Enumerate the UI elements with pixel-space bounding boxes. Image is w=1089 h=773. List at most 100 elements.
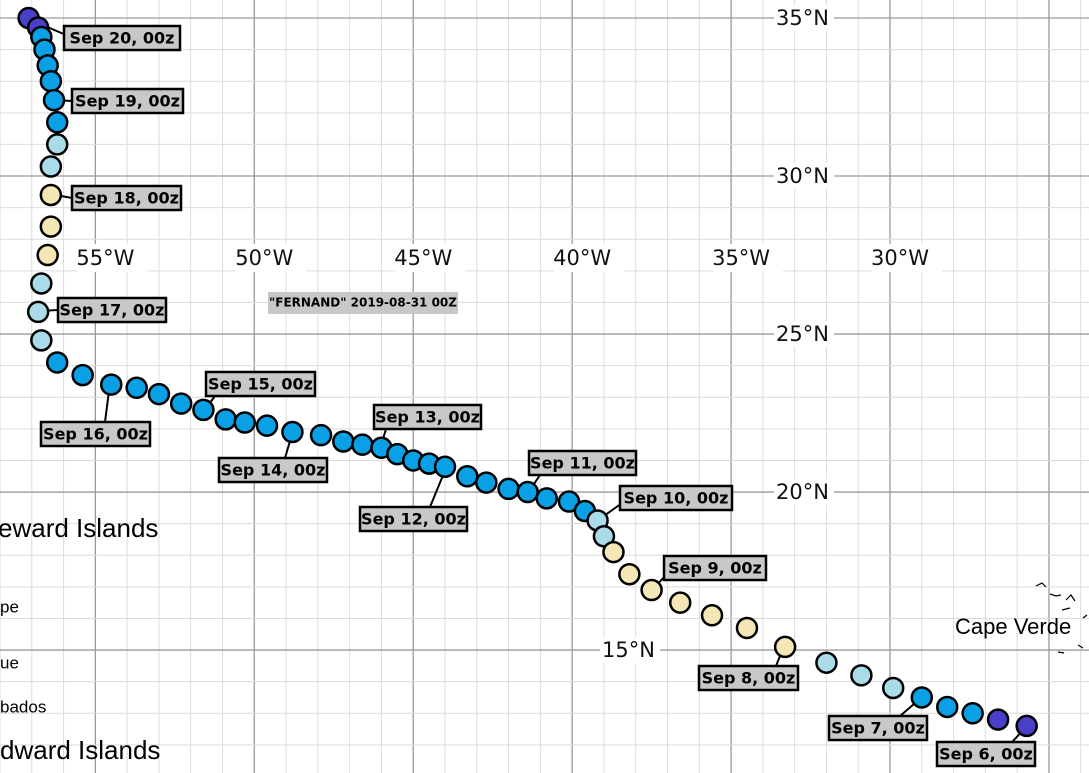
date-label: Sep 11, 00z xyxy=(530,454,635,473)
track-point xyxy=(618,562,641,586)
label-box xyxy=(62,24,182,52)
date-label: Sep 14, 00z xyxy=(221,461,326,480)
track-point xyxy=(45,111,69,134)
leaders xyxy=(38,25,1029,743)
islands xyxy=(1035,582,1088,654)
track xyxy=(17,6,1038,738)
track-point xyxy=(255,414,279,437)
track-point xyxy=(935,695,959,719)
x-tick-label: 55°W xyxy=(76,246,134,270)
place-name: bados xyxy=(0,697,46,716)
tick-labels: 55°W 50°W 45°W 40°W 35°W 30°W 35°N 30°N 25°N 20°N… xyxy=(76,5,943,664)
track-point xyxy=(42,88,66,112)
label-box xyxy=(372,403,483,431)
date-label: Sep 18, 00z xyxy=(74,189,179,208)
track-point xyxy=(700,604,724,627)
place-name: pe xyxy=(0,597,19,616)
track-point xyxy=(45,351,69,374)
track-point xyxy=(147,382,171,406)
track-point xyxy=(815,651,838,674)
date-label: Sep 10, 00z xyxy=(624,489,729,508)
track-point xyxy=(45,133,69,156)
date-label: Sep 19, 00z xyxy=(75,92,180,111)
tick-bg xyxy=(600,637,660,664)
track-point xyxy=(433,455,457,479)
track-point xyxy=(39,69,63,93)
track-point xyxy=(881,676,905,700)
track-point xyxy=(233,411,257,434)
label-box xyxy=(204,370,317,398)
track-point xyxy=(100,373,123,396)
place-name: Cape Verde xyxy=(955,614,1071,639)
y-tick-label: 25°N xyxy=(776,322,829,346)
title: "FERNAND" 2019-08-31 00Z xyxy=(269,296,457,310)
label-box xyxy=(56,296,168,324)
place-name: ue xyxy=(0,653,19,672)
y-tick-label: 20°N xyxy=(776,480,829,504)
track-point xyxy=(602,540,625,564)
date-label: Sep 16, 00z xyxy=(43,425,148,444)
track-point xyxy=(36,243,59,267)
track-point xyxy=(125,376,148,400)
date-label: Sep 6, 00z xyxy=(939,745,1033,764)
coastline xyxy=(1035,582,1088,654)
track-point xyxy=(39,183,63,207)
track-point xyxy=(214,408,237,431)
track-point xyxy=(910,686,934,709)
track-point xyxy=(850,664,873,687)
date-label: Sep 9, 00z xyxy=(668,559,762,578)
track-point xyxy=(456,465,479,488)
label-box xyxy=(827,714,929,742)
tick-bg xyxy=(774,5,834,32)
label-box xyxy=(358,505,469,533)
label-box xyxy=(618,484,734,512)
tick-bg xyxy=(774,163,834,190)
date-label: Sep 7, 00z xyxy=(831,719,925,738)
x-tick-label: 45°W xyxy=(394,246,452,270)
tick-bg xyxy=(872,244,943,272)
tick-bg xyxy=(774,321,834,348)
tick-bg xyxy=(713,244,784,272)
y-tick-label: 35°N xyxy=(776,6,829,30)
track-point xyxy=(1015,714,1038,738)
track-point xyxy=(39,215,63,238)
track-point xyxy=(961,702,984,725)
date-label: Sep 17, 00z xyxy=(60,301,165,320)
track-point xyxy=(735,616,759,640)
tick-bg xyxy=(77,244,148,272)
track-point xyxy=(497,477,520,501)
date-label: Sep 15, 00z xyxy=(208,375,313,394)
date-labels: Sep 20, 00z Sep 19, 00z Sep 18, 00z Sep 17,… xyxy=(39,24,1037,768)
tick-bg xyxy=(236,244,307,272)
track-point xyxy=(30,272,53,295)
x-tick-label: 35°W xyxy=(712,246,770,270)
label-box xyxy=(697,664,800,692)
date-label: Sep 8, 00z xyxy=(702,669,796,688)
track-point xyxy=(773,635,797,659)
tick-bg xyxy=(395,244,466,272)
place-name: dward Islands xyxy=(0,735,160,765)
label-box xyxy=(39,420,152,448)
tick-bg xyxy=(774,479,834,506)
track-point xyxy=(668,591,692,614)
date-label: Sep 12, 00z xyxy=(361,510,466,529)
label-box xyxy=(70,87,185,115)
label-box xyxy=(662,554,768,582)
label-box xyxy=(70,184,183,212)
track-point xyxy=(475,471,498,494)
track-point xyxy=(192,398,215,422)
label-box xyxy=(217,456,329,484)
track-point xyxy=(169,392,193,415)
track-point xyxy=(26,300,50,324)
place-name: eward Islands xyxy=(0,513,158,543)
tick-bg xyxy=(554,244,625,272)
track-point xyxy=(39,155,63,178)
track-point xyxy=(71,363,94,387)
label-box xyxy=(527,449,638,477)
x-tick-label: 40°W xyxy=(553,246,611,270)
track-point xyxy=(986,708,1010,731)
track-point xyxy=(332,430,355,453)
track-point xyxy=(281,420,304,444)
